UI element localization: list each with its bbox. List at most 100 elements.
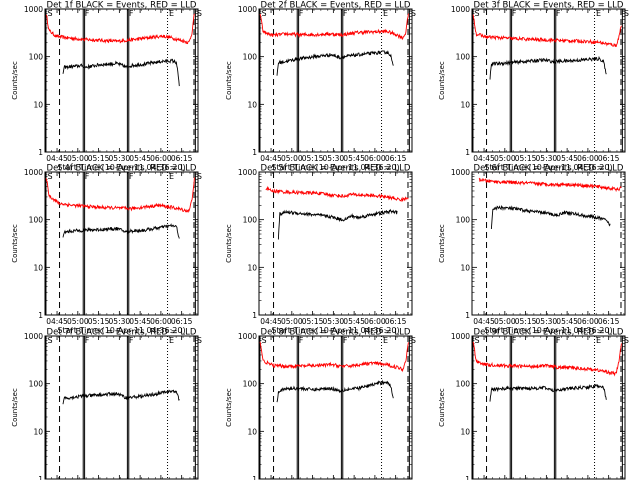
event-marker-label: E: [383, 336, 388, 345]
plot-frame: [258, 335, 413, 480]
y-tick-label: 1000: [451, 168, 470, 177]
event-marker-label: F: [299, 336, 304, 345]
y-axis-label: Counts/sec: [438, 224, 446, 263]
x-tick-label: 05:15: [88, 154, 110, 163]
event-marker-label: S: [197, 172, 202, 181]
chart-title: Det 9f BLACK = Events, RED = LLD: [474, 328, 624, 338]
event-marker-label: F: [85, 172, 90, 181]
series-events-line: [489, 383, 607, 402]
y-tick-label: 1: [465, 475, 470, 480]
x-tick-label: 05:15: [302, 154, 324, 163]
x-tick-label: 06:00: [364, 154, 386, 163]
series-lld-line: [478, 177, 622, 193]
event-marker-label: F: [129, 9, 134, 18]
chart-panel: Det 3f BLACK = Events, RED = LLD 1 10 100 10…: [438, 1, 629, 173]
x-tick-label: 05:30: [323, 154, 345, 163]
y-tick-label: 10: [33, 427, 43, 436]
y-axis-label: Counts/sec: [225, 388, 233, 427]
y-tick-label: 1: [465, 148, 470, 157]
chart-title: Det 1f BLACK = Events, RED = LLD: [47, 1, 197, 11]
x-tick-label: 05:00: [494, 317, 516, 326]
x-tick-label: 05:30: [323, 317, 345, 326]
x-axis-label: Start Time (10-Apr-11 04:36:20): [57, 163, 185, 172]
y-tick-label: 100: [29, 216, 44, 225]
series-events-line: [490, 204, 611, 230]
y-tick-label: 1: [252, 148, 257, 157]
event-marker-label: E: [596, 9, 601, 18]
x-tick-label: 05:15: [515, 154, 537, 163]
plot-frame: [258, 8, 413, 153]
event-marker-label: E: [596, 336, 601, 345]
plot-frame: [44, 335, 199, 480]
event-marker-label: F: [512, 336, 517, 345]
chart-panel: Det 9f BLACK = Events, RED = LLD 1 10 100 10…: [438, 328, 629, 480]
y-tick-label: 100: [456, 216, 471, 225]
y-axis-label: Counts/sec: [11, 61, 19, 100]
series-lld-line: [45, 177, 195, 213]
x-tick-label: 05:00: [67, 154, 89, 163]
chart-title: Det 3f BLACK = Events, RED = LLD: [474, 1, 624, 11]
event-marker-label: S: [261, 336, 266, 345]
event-marker-label: F: [343, 336, 348, 345]
chart-title: Det 2f BLACK = Events, RED = LLD: [261, 1, 411, 11]
chart-title: Det 8f BLACK = Events, RED = LLD: [261, 328, 411, 338]
x-tick-label: 04:45: [46, 154, 68, 163]
x-tick-label: 05:30: [536, 154, 558, 163]
y-tick-label: 1000: [24, 168, 43, 177]
series-events-line: [62, 223, 180, 239]
event-marker-label: S: [624, 9, 629, 18]
series-lld-line: [265, 185, 409, 203]
y-tick-label: 1: [252, 311, 257, 320]
y-tick-label: 10: [33, 100, 43, 109]
series-lld-line: [259, 341, 409, 373]
y-tick-label: 10: [247, 100, 257, 109]
x-tick-label: 05:30: [536, 317, 558, 326]
y-axis-label: Counts/sec: [225, 224, 233, 263]
x-axis-label: Start Time (10-Apr-11 04:36:20): [484, 326, 612, 335]
x-tick-label: 04:45: [260, 317, 282, 326]
event-marker-label: S: [261, 9, 266, 18]
x-tick-label: 05:30: [109, 317, 131, 326]
chart-panel: Det 1f BLACK = Events, RED = LLD 1 10 100 10…: [11, 1, 202, 173]
event-marker-label: F: [85, 9, 90, 18]
event-marker-label: S: [47, 9, 52, 18]
y-tick-label: 10: [460, 263, 470, 272]
y-tick-label: 1000: [24, 5, 43, 14]
series-events-line: [62, 58, 180, 87]
x-tick-label: 06:15: [598, 154, 620, 163]
series-lld-line: [45, 13, 195, 45]
y-tick-label: 1: [38, 475, 43, 480]
y-tick-label: 100: [243, 216, 258, 225]
y-tick-label: 100: [243, 380, 258, 389]
x-tick-label: 06:15: [598, 317, 620, 326]
x-tick-label: 06:00: [364, 317, 386, 326]
chart-title: Det 4f BLACK = Events, RED = LLD: [47, 164, 197, 174]
x-tick-label: 06:15: [385, 317, 407, 326]
x-tick-label: 06:00: [150, 317, 172, 326]
y-tick-label: 10: [33, 263, 43, 272]
x-tick-label: 05:45: [556, 317, 578, 326]
event-marker-label: F: [129, 336, 134, 345]
x-tick-label: 06:00: [577, 317, 599, 326]
y-axis-label: Counts/sec: [11, 388, 19, 427]
y-tick-label: 100: [456, 53, 471, 62]
x-tick-label: 04:45: [473, 317, 495, 326]
y-tick-label: 100: [243, 53, 258, 62]
x-tick-label: 05:00: [494, 154, 516, 163]
x-axis-label: Start Time (10-Apr-11 04:36:20): [271, 326, 399, 335]
x-axis-label: Start Time (10-Apr-11 04:36:20): [484, 163, 612, 172]
x-tick-label: 05:45: [129, 154, 151, 163]
y-axis-label: Counts/sec: [225, 61, 233, 100]
series-events-line: [489, 55, 607, 80]
x-tick-label: 05:00: [281, 154, 303, 163]
y-tick-label: 1000: [451, 332, 470, 341]
plot-frame: [471, 8, 626, 153]
event-marker-label: S: [47, 172, 52, 181]
event-marker-label: F: [299, 9, 304, 18]
plot-frame: [471, 335, 626, 480]
y-axis-label: Counts/sec: [438, 61, 446, 100]
y-tick-label: 1000: [238, 332, 257, 341]
event-marker-label: E: [169, 336, 174, 345]
event-marker-label: F: [556, 9, 561, 18]
series-lld-line: [472, 14, 622, 48]
